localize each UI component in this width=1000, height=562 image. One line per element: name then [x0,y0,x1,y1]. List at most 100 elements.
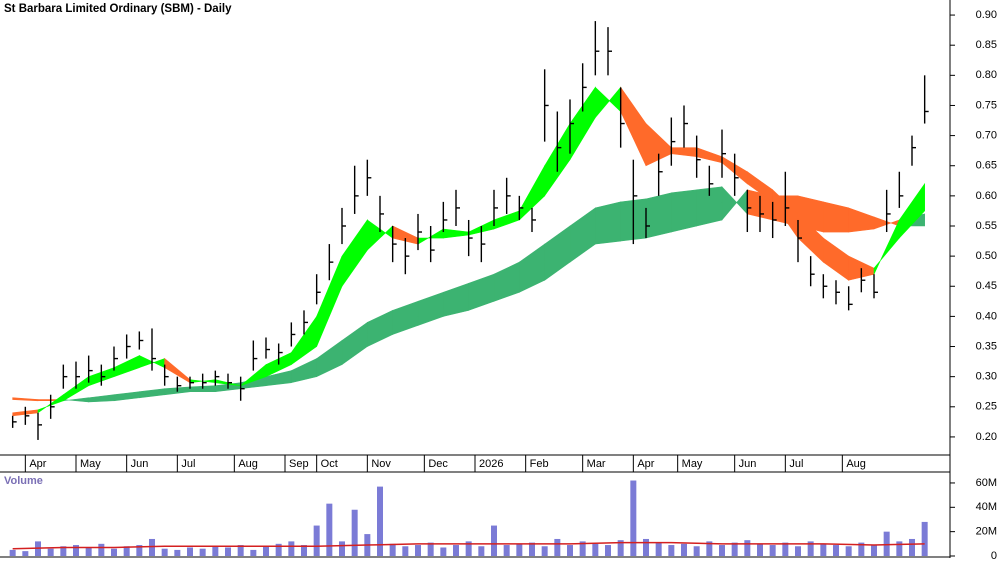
y-tick-label: 0.30 [976,371,997,383]
ma-band [848,207,875,233]
volume-bar [377,486,383,556]
volume-bar [605,545,611,556]
ma-band [468,273,495,311]
volume-bar [111,548,117,556]
x-tick-label: 2026 [479,458,503,470]
volume-bar [313,525,320,556]
volume-bar [516,543,523,556]
y-tick-label: 0.65 [976,160,997,172]
ma-band [645,192,672,239]
x-tick-label: Aug [238,458,258,470]
volume-bar [592,543,599,556]
ma-band [443,282,469,317]
y-tick-label: 0.40 [976,310,997,322]
volume-bar [250,549,257,556]
y-tick-label: 0.85 [976,39,997,51]
x-tick-label: Aug [846,458,866,470]
x-tick-label: Apr [29,458,46,470]
volume-bar [782,542,789,556]
volume-bar [225,547,231,556]
volume-bar [833,545,839,556]
y-tick-label: 0.90 [976,9,997,21]
volume-bar [427,542,434,556]
volume-bar [187,547,193,556]
volume-bar [693,546,700,556]
ma-band [316,339,343,378]
volume-bar [9,549,16,556]
volume-bar [921,521,928,556]
volume-bar [263,546,269,556]
volume-bar [275,543,282,556]
ma-band [595,201,621,245]
volume-bar [415,545,421,556]
volume-bar [795,546,801,556]
ma-band [569,207,596,263]
volume-bar [731,542,738,556]
volume-bar [440,547,447,556]
ma-band [443,228,469,239]
x-tick-label: Apr [637,458,654,470]
ma-band [519,243,545,293]
ma-band [139,388,165,399]
volume-bar [896,541,903,556]
volume-bar [617,540,624,556]
ma-band [671,189,697,233]
volume-bar [820,543,827,556]
y-tick-label: 0.35 [976,340,997,352]
volume-bar [123,546,130,556]
volume-bar [174,549,181,556]
x-tick-label: Jun [739,458,757,470]
ma-band [367,309,393,347]
y-tick-label: 0.45 [976,280,997,292]
volume-bar [301,545,307,556]
ma-band [620,86,647,166]
volume-bar [98,543,105,556]
volume-bar [85,547,92,556]
x-tick-label: Jul [181,458,195,470]
x-tick-label: Feb [530,458,549,470]
x-tick-label: Sep [289,458,309,470]
volume-bar [554,538,561,556]
y-tick-label: 0.75 [976,99,997,111]
volume-bar [60,546,67,556]
ma-band [493,261,520,302]
y-tick-label: 0.60 [976,190,997,202]
ma-band [671,147,697,158]
volume-bar [643,538,649,556]
x-tick-label: Jul [789,458,803,470]
volume-bar [719,545,725,556]
y-tick-label: 0.25 [976,401,997,413]
ma-band [696,147,723,164]
y-tick-label: 0.50 [976,250,997,262]
volume-bar [136,545,143,556]
volume-bar [744,540,751,556]
volume-bar [402,546,409,556]
ma-band [341,219,368,288]
x-tick-label: Oct [321,458,338,470]
x-tick-label: Jun [131,458,149,470]
volume-bar [909,538,915,556]
volume-bar [769,545,776,556]
y-tick-label: 20M [976,526,997,538]
volume-bar [579,541,586,556]
y-tick-label: 0.20 [976,431,997,443]
volume-bar [351,509,358,556]
volume-bar [73,545,79,556]
volume-bar [681,543,687,556]
y-tick-label: 60M [976,477,997,489]
volume-bar [237,545,244,556]
ma-band [113,391,140,402]
ma-band [544,225,571,281]
volume-bar [655,542,662,556]
volume-bar [541,546,548,556]
volume-bar [478,546,485,556]
volume-bar [503,545,510,556]
volume-bar [845,546,852,556]
ma-band [823,237,849,281]
volume-bar [22,551,29,556]
volume-bar [529,542,535,556]
volume-bar [858,542,865,556]
volume-bar [871,545,877,556]
y-tick-label: 0.55 [976,220,997,232]
